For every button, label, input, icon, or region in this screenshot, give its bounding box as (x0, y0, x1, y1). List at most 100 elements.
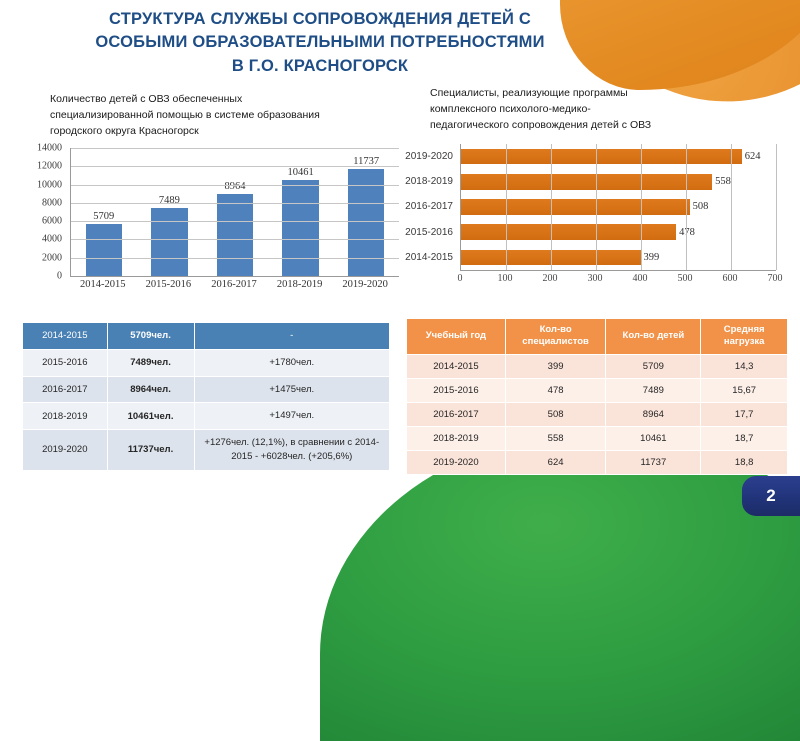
table-header-row: Учебный год Кол-во специалистов Кол-во д… (406, 318, 788, 355)
bar-chart-bar-group: 624 (461, 144, 776, 169)
page-title-line-1: СТРУКТУРА СЛУЖБЫ СОПРОВОЖДЕНИЯ ДЕТЕЙ С (108, 10, 531, 28)
chart-title-line-3: городского округа Красногорск (50, 124, 199, 137)
cell-load: 15,67 (700, 377, 788, 403)
table-row: 2019-2020 11737чел. +1276чел. (12,1%), в с… (22, 429, 391, 471)
specialists-load-table: Учебный год Кол-во специалистов Кол-во д… (406, 318, 788, 475)
bar-chart-bar (461, 199, 690, 215)
children-growth-table: 2014-2015 5709чел. -2015-2016 7489чел. +1780… (22, 322, 391, 471)
cell-count: 11737чел. (106, 429, 195, 471)
bar-chart-bar-group: 478 (461, 220, 776, 245)
specialists-bar-chart-title: Специалисты, реализующие программы компл… (430, 86, 730, 134)
column-chart-bar (282, 180, 319, 276)
cell-delta: +1475чел. (193, 375, 391, 404)
bar-chart-gridline (551, 144, 552, 270)
column-chart-bar (85, 223, 123, 276)
page-title: СТРУКТУРА СЛУЖБЫ СОПРОВОЖДЕНИЯ ДЕТЕЙ С О… (40, 8, 600, 78)
column-header-specialists: Кол-во специалистов (504, 318, 607, 355)
column-chart-x-tick: 2015-2016 (145, 279, 192, 290)
page-number-badge: 2 (742, 476, 800, 516)
cell-children: 10461 (605, 425, 702, 451)
chart-title-line-1: Количество детей с ОВЗ обеспеченных (50, 93, 243, 105)
bar-chart-bars: 624 558 508 478 399 (461, 144, 776, 270)
cell-children: 7489 (605, 377, 702, 403)
column-chart-gridline (71, 257, 399, 259)
cell-load: 17,7 (700, 401, 788, 427)
bar-chart-category-label: 2019-2020 (405, 151, 453, 163)
table-row: 2018-2019 10461чел. +1497чел. (22, 402, 391, 431)
bar-chart-gridline (596, 144, 597, 270)
cell-delta: +1497чел. (193, 402, 391, 431)
bar-chart-category-label: 2016-2017 (405, 201, 453, 213)
bar-chart-bar-group: 508 (461, 194, 776, 219)
cell-year: 2019-2020 (406, 449, 506, 475)
cell-children: 8964 (605, 401, 702, 427)
cell-delta: +1276чел. (12,1%), в сравнении с 2014-20… (193, 429, 391, 471)
column-chart-value-label: 11737 (353, 155, 380, 167)
column-chart-x-axis: 2014-2015 2015-2016 2016-2017 2018-2019 2019… (70, 279, 398, 290)
column-chart-gridline (71, 221, 399, 223)
cell-count: 8964чел. (106, 375, 195, 404)
cell-specialists: 399 (504, 353, 607, 379)
column-chart-bar-group: 8964 (205, 148, 264, 276)
children-column-chart-title: Количество детей с ОВЗ обеспеченных спец… (50, 92, 390, 140)
bar-chart-gridline (776, 144, 777, 270)
bar-chart-x-tick: 500 (677, 273, 693, 284)
column-chart-x-tick: 2018-2019 (276, 279, 323, 290)
table-row: 2016-2017 508 8964 17,7 (406, 401, 788, 427)
cell-specialists: 508 (504, 401, 607, 427)
bar-chart-gridline (506, 144, 507, 270)
table-row: 2019-2020 624 11737 18,8 (406, 449, 788, 475)
cell-children: 5709 (605, 353, 702, 379)
column-chart-gridline (71, 148, 399, 149)
column-chart-value-label: 7489 (158, 194, 180, 206)
column-chart-gridline (71, 184, 399, 186)
children-column-chart: Количество детей с ОВЗ обеспеченных спец… (22, 92, 402, 302)
chart-title-line-1: Специалисты, реализующие программы (430, 87, 628, 99)
page-title-line-2: ОСОБЫМИ ОБРАЗОВАТЕЛЬНЫМИ ПОТРЕБНОСТЯМИ (95, 33, 545, 52)
column-chart-value-label: 8964 (224, 181, 246, 193)
bar-chart-grid: 624 558 508 478 399 (460, 144, 777, 271)
column-chart-y-tick: 10000 (37, 179, 62, 191)
bar-chart-bar-group: 399 (461, 245, 776, 270)
cell-specialists: 478 (504, 377, 607, 403)
column-chart-bar (216, 194, 254, 276)
cell-load: 18,7 (700, 425, 788, 451)
column-chart-bar-group: 10461 (271, 148, 330, 276)
bar-chart-bar-group: 558 (461, 169, 776, 194)
chart-title-line-2: специализированной помощью в системе обр… (50, 108, 320, 121)
cell-load: 14,3 (700, 353, 788, 379)
cell-year: 2015-2016 (406, 377, 506, 403)
cell-year: 2019-2020 (22, 429, 108, 471)
cell-delta: +1780чел. (193, 348, 391, 377)
cell-year: 2016-2017 (22, 375, 108, 404)
bar-chart-x-tick: 200 (542, 273, 558, 284)
bar-chart-x-tick: 700 (767, 273, 783, 284)
column-chart-x-tick: 2016-2017 (211, 279, 257, 290)
bar-chart-value-label: 399 (643, 251, 660, 263)
table-row: 2014-2015 399 5709 14,3 (406, 353, 788, 379)
column-chart-gridline (71, 202, 399, 204)
cell-load: 18,8 (700, 449, 788, 475)
column-chart-y-tick: 2000 (42, 252, 62, 264)
column-chart-grid: 5709 7489 8964 10461 11737 (70, 148, 399, 277)
bar-chart-x-tick: 600 (722, 273, 738, 284)
cell-specialists: 558 (504, 425, 607, 451)
column-chart-y-tick: 4000 (42, 233, 62, 245)
cell-count: 7489чел. (106, 348, 195, 377)
bar-chart-category-label: 2018-2019 (405, 176, 453, 188)
bar-chart-x-tick: 0 (457, 273, 463, 284)
cell-year: 2016-2017 (406, 401, 506, 427)
bar-chart-gridline (641, 144, 642, 270)
column-chart-y-tick: 6000 (42, 215, 62, 227)
bar-chart-bar (461, 249, 641, 266)
bar-chart-value-label: 508 (692, 201, 709, 213)
cell-year: 2015-2016 (22, 348, 108, 377)
children-column-chart-plot: 0 2000 4000 6000 8000 10000 12000 14000 5709 748… (22, 143, 402, 300)
column-header-children: Кол-во детей (605, 318, 702, 355)
cell-year: 2014-2015 (406, 353, 506, 379)
bar-chart-category-axis: 2019-2020 2018-2019 2016-2017 2015-2016 2014… (400, 144, 458, 270)
green-bottom-shape (320, 431, 800, 741)
column-chart-y-tick: 0 (57, 270, 62, 282)
column-chart-bar-group: 7489 (140, 148, 199, 276)
bar-chart-category-label: 2014-2015 (405, 251, 453, 263)
